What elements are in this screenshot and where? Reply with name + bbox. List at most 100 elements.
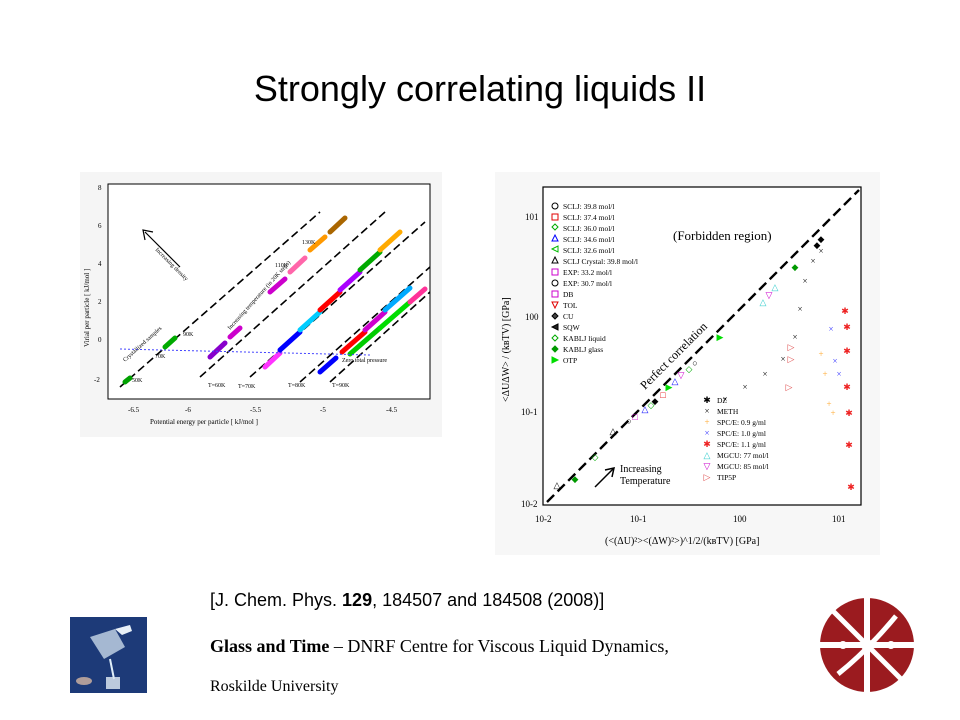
label-130k: 130K (302, 240, 316, 246)
svg-text:△: △ (704, 450, 711, 460)
svg-text:×: × (792, 332, 797, 342)
svg-text:▷: ▷ (788, 342, 795, 352)
citation-prefix: [J. Chem. Phys. (210, 590, 343, 610)
svg-text:✱: ✱ (703, 395, 711, 405)
svg-text:◇: ◇ (648, 400, 655, 410)
svg-text:▷: ▷ (788, 354, 795, 364)
svg-text:×: × (780, 354, 785, 364)
svg-text:○: ○ (626, 416, 631, 426)
y-axis-label: Virial per particle [ kJ/mol ] (83, 269, 91, 347)
legend-item: SQW (563, 323, 581, 332)
legend-item: MGCU: 77 mol/l (717, 451, 769, 460)
x-tick: -5.5 (250, 406, 262, 414)
legend-item: SCLJ: 36.0 mol/l (563, 224, 614, 233)
svg-text:▽: ▽ (704, 461, 711, 471)
svg-text:▽: ▽ (678, 370, 685, 380)
svg-text:△: △ (642, 404, 649, 414)
x-tick: 10-1 (630, 514, 647, 524)
citation-suffix: , 184507 and 184508 (2008)] (372, 590, 605, 610)
svg-text:△: △ (760, 297, 767, 307)
legend-item: DZ (717, 396, 727, 405)
svg-text:△: △ (772, 282, 779, 292)
label-t90: T=90K (332, 383, 350, 389)
citation-volume: 129 (342, 590, 373, 610)
svg-text:+: + (826, 399, 831, 409)
legend-item: METH (717, 407, 739, 416)
legend-item: SCLJ Crystal: 39.8 mol/l (563, 257, 638, 266)
legend-item: DB (563, 290, 573, 299)
annotation-zero-pressure: Zero total pressure (342, 358, 387, 364)
legend-item: TOL (563, 301, 578, 310)
svg-text:▷: ▷ (704, 472, 711, 482)
x-axis-label: Potential energy per particle [ kJ/mol ] (150, 418, 258, 426)
x-tick: -6 (185, 406, 191, 414)
citation: [J. Chem. Phys. 129, 184507 and 184508 (… (210, 590, 604, 611)
y-tick: 101 (525, 212, 539, 222)
svg-text:□: □ (632, 412, 638, 422)
svg-text:×: × (810, 256, 815, 266)
y-tick: 10-1 (521, 407, 538, 417)
svg-text:◆: ◆ (652, 396, 659, 406)
svg-text:▽: ▽ (766, 290, 773, 300)
footer-affiliation: Glass and Time – DNRF Centre for Viscous… (210, 636, 669, 657)
legend-item: OTP (563, 356, 577, 365)
svg-text:+: + (818, 349, 823, 359)
label-70k: 70K (155, 354, 166, 360)
legend-item: KABLJ liquid (563, 334, 606, 343)
svg-text:×: × (797, 304, 802, 314)
svg-text:×: × (722, 394, 727, 404)
footer-bold: Glass and Time (210, 636, 330, 656)
svg-text:◆: ◆ (814, 240, 821, 250)
svg-text:✱: ✱ (703, 439, 711, 449)
svg-text:×: × (836, 369, 841, 379)
svg-text:×: × (802, 276, 807, 286)
x-tick: 101 (832, 514, 846, 524)
svg-text:✱: ✱ (843, 322, 851, 332)
svg-text:◇: ◇ (686, 364, 693, 374)
svg-text:✱: ✱ (847, 482, 855, 492)
energy-virial-plot: 8 6 4 2 0 -2 -6.5 -6 -5.5 -5 -4.5 Potent… (80, 172, 442, 437)
y-tick: 8 (98, 184, 102, 192)
x-axis-label: (<(ΔU)²><(ΔW)²>)^1/2/(kʙTV) [GPa] (605, 536, 759, 547)
legend-item: TIP5P (717, 473, 736, 482)
legend-item: CU (563, 312, 574, 321)
x-tick: 10-2 (535, 514, 552, 524)
label-t60: T=60K (208, 383, 226, 389)
svg-text:✱: ✱ (843, 382, 851, 392)
y-tick: 6 (98, 222, 102, 230)
y-tick: 2 (98, 298, 102, 306)
svg-text:+: + (704, 417, 709, 427)
increasing-temperature-label-1: Increasing (620, 464, 662, 475)
x-tick: -6.5 (128, 406, 140, 414)
svg-text:◇: ◇ (592, 452, 599, 462)
label-110k: 110K (275, 263, 289, 269)
x-tick: -4.5 (386, 406, 398, 414)
legend-item: MGCU: 85 mol/l (717, 462, 769, 471)
svg-text:◆: ◆ (572, 474, 579, 484)
svg-text:×: × (762, 369, 767, 379)
roskilde-university-logo (818, 596, 916, 694)
y-tick: 10-2 (521, 499, 538, 509)
svg-text:△: △ (610, 426, 617, 436)
x-tick: -5 (320, 406, 326, 414)
label-50k: 50K (132, 378, 143, 384)
slide-title: Strongly correlating liquids II (253, 68, 707, 109)
svg-text:×: × (832, 356, 837, 366)
svg-text:△: △ (672, 376, 679, 386)
label-t80: T=80K (288, 383, 306, 389)
x-tick: 100 (733, 514, 747, 524)
svg-text:✱: ✱ (841, 306, 849, 316)
svg-text:▶: ▶ (666, 382, 673, 392)
label-90k: 90K (183, 332, 194, 338)
legend-item: SCLJ: 37.4 mol/l (563, 213, 614, 222)
svg-text:▷: ▷ (786, 382, 793, 392)
svg-text:✱: ✱ (843, 346, 851, 356)
legend-item: KABLJ glass (563, 345, 603, 354)
svg-text:×: × (742, 382, 747, 392)
y-tick: 4 (98, 260, 102, 268)
y-tick: 100 (525, 312, 539, 322)
y-axis-label: <ΔUΔW> / (kʙTV) [GPa] (501, 297, 512, 402)
svg-text:◆: ◆ (792, 262, 799, 272)
legend-item: SCLJ: 39.8 mol/l (563, 202, 614, 211)
y-tick: 0 (98, 336, 102, 344)
